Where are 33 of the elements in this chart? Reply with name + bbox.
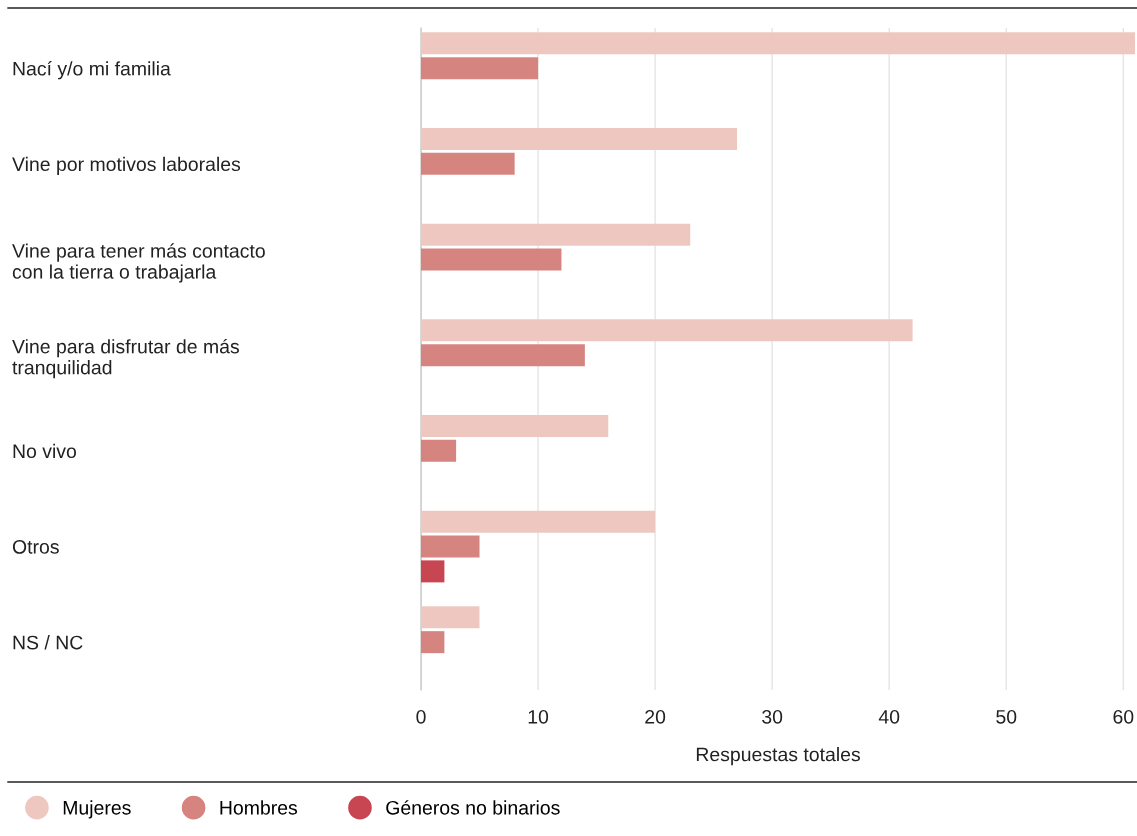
y-tick-label: Otros: [12, 539, 59, 554]
x-tick-label: 30: [762, 709, 783, 724]
bar: [421, 32, 1135, 55]
y-tick-label: Vine para disfrutar de más tranquilidad: [12, 338, 239, 379]
bar: [421, 535, 480, 558]
y-tick-label: No vivo: [13, 443, 77, 459]
x-tick-label: 20: [645, 709, 666, 724]
legend-label: Géneros no binarios: [386, 800, 560, 815]
x-tick-label: 40: [878, 709, 900, 724]
y-tick-label: Vine para tener más contacto con la tierra o trabajarla: [12, 243, 265, 283]
x-axis-title: Respuestas totales: [696, 747, 860, 766]
bar: [421, 631, 445, 654]
legend-label: Hombres: [220, 800, 298, 815]
bar: [421, 560, 445, 583]
bar: [421, 57, 539, 80]
x-tick-label: 50: [996, 709, 1017, 724]
bar: [421, 152, 515, 175]
bar: [421, 127, 738, 150]
bar: [421, 248, 562, 271]
x-tick-label: 0: [416, 709, 426, 724]
bar: [421, 510, 656, 533]
bar: [421, 439, 457, 462]
x-tick-label: 10: [528, 709, 549, 724]
bar: [421, 319, 913, 342]
bar: [421, 414, 609, 437]
y-tick-label: NS / NC: [13, 635, 83, 650]
x-tick-label: 60: [1113, 709, 1134, 724]
bar: [421, 344, 585, 367]
bar: [421, 223, 691, 246]
y-tick-label: Nací y/o mi familia: [13, 61, 171, 80]
bar: [421, 606, 480, 629]
y-tick-label: Vine por motivos laborales: [12, 156, 241, 175]
legend-label: Mujeres: [63, 800, 131, 819]
